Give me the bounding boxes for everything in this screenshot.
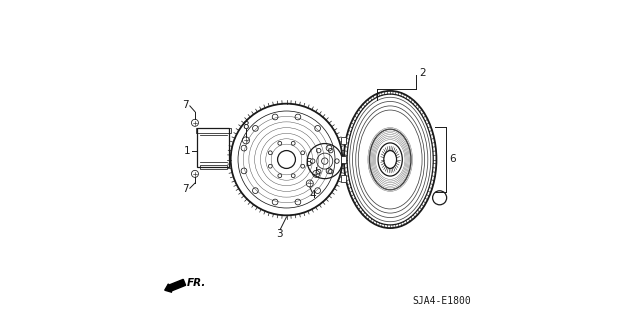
Text: 3: 3: [276, 229, 283, 239]
Text: 8: 8: [243, 121, 250, 131]
Text: 1: 1: [184, 146, 190, 156]
Text: 7: 7: [182, 100, 188, 110]
Bar: [340, 175, 346, 182]
Text: 2: 2: [419, 68, 426, 78]
Text: FR.: FR.: [187, 278, 206, 288]
Text: 4: 4: [310, 190, 316, 200]
FancyArrow shape: [164, 279, 186, 292]
Bar: [196, 128, 230, 133]
Bar: [340, 156, 346, 163]
Text: 5: 5: [305, 158, 312, 168]
Bar: [200, 165, 227, 169]
Text: 7: 7: [182, 184, 188, 195]
Bar: [197, 128, 229, 167]
Text: SJA4-E1800: SJA4-E1800: [413, 296, 472, 307]
Bar: [340, 137, 346, 144]
Text: 6: 6: [449, 154, 456, 165]
